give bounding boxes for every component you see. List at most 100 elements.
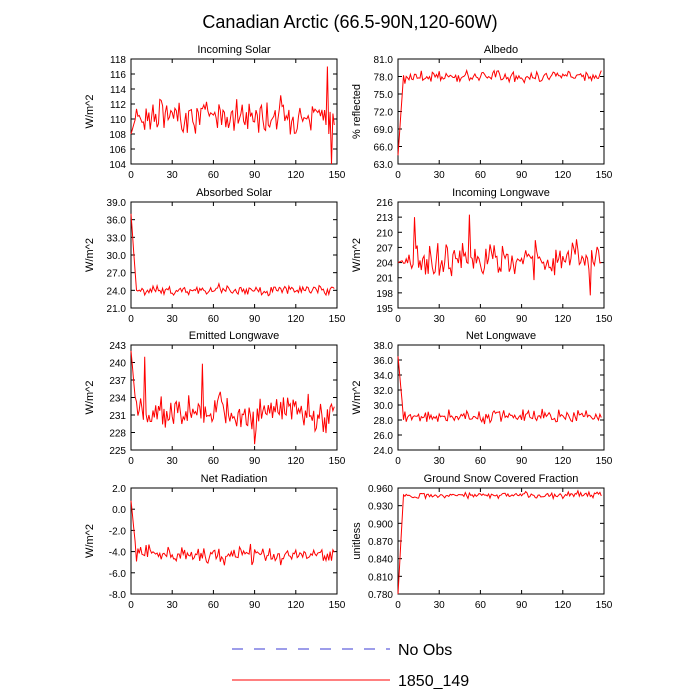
y-tick-label: -6.0 xyxy=(109,569,127,580)
x-tick-label: 30 xyxy=(167,600,179,611)
y-tick-label: -2.0 xyxy=(109,526,127,537)
x-tick-label: 90 xyxy=(249,456,261,467)
plot-frame xyxy=(130,58,338,165)
x-tick-label: 60 xyxy=(208,314,220,325)
y-tick-label: 0.900 xyxy=(368,519,393,530)
y-tick-label: 75.0 xyxy=(374,90,394,101)
x-tick-label: 120 xyxy=(554,600,571,611)
panel-title: Ground Snow Covered Fraction xyxy=(424,473,579,485)
y-tick-label: 34.0 xyxy=(374,371,394,382)
y-tick-label: 0.810 xyxy=(368,572,393,583)
y-tick-label: 213 xyxy=(376,213,393,224)
x-tick-label: 60 xyxy=(208,170,220,181)
y-axis-label: W/m^2 xyxy=(351,238,363,272)
panel-title: Emitted Longwave xyxy=(189,330,280,342)
x-tick-label: 150 xyxy=(329,600,346,611)
y-axis-label: unitless xyxy=(351,522,363,560)
y-tick-label: 106 xyxy=(109,145,126,156)
x-tick-label: 0 xyxy=(395,170,401,181)
x-tick-label: 30 xyxy=(434,456,446,467)
y-tick-label: -4.0 xyxy=(109,548,127,559)
y-tick-label: 32.0 xyxy=(374,386,394,397)
y-tick-label: 27.0 xyxy=(107,269,127,280)
y-tick-label: 69.0 xyxy=(374,125,394,136)
y-tick-label: 243 xyxy=(109,341,126,352)
panel-albedo: Albedo % reflected 63.0 66.0 69.0 72.0 75.0 78.… xyxy=(351,44,613,181)
x-tick-label: 60 xyxy=(475,600,487,611)
y-axis-label: % reflected xyxy=(351,84,363,139)
y-tick-label: 110 xyxy=(110,115,126,126)
x-tick-label: 0 xyxy=(128,314,134,325)
y-tick-label: 116 xyxy=(110,70,126,81)
x-tick-label: 120 xyxy=(287,314,304,325)
x-tick-label: 90 xyxy=(516,170,528,181)
series-line-1850-149 xyxy=(397,489,602,595)
y-tick-label: 0.960 xyxy=(368,484,393,495)
plot-frame xyxy=(397,487,605,595)
x-tick-label: 0 xyxy=(395,314,401,325)
x-tick-label: 60 xyxy=(475,456,487,467)
y-axis-label: W/m^2 xyxy=(84,524,96,558)
y-tick-label: 36.0 xyxy=(374,356,394,367)
plot-frame xyxy=(130,487,338,595)
plot-frame xyxy=(397,201,605,309)
legend: No Obs 1850_149 xyxy=(232,642,469,690)
x-tick-label: 120 xyxy=(554,170,571,181)
y-tick-label: 225 xyxy=(109,446,126,457)
panels: Incoming Solar W/m^2 104 106 108 110 112 114 116… xyxy=(84,44,613,611)
panel-title: Net Longwave xyxy=(466,330,536,342)
x-tick-label: 0 xyxy=(395,600,401,611)
y-tick-label: 201 xyxy=(376,274,393,285)
y-tick-label: 0.840 xyxy=(368,555,393,566)
x-tick-label: 0 xyxy=(395,456,401,467)
y-axis-label: W/m^2 xyxy=(84,238,96,272)
legend-no-obs-label: No Obs xyxy=(398,642,452,659)
y-tick-label: 38.0 xyxy=(374,341,394,352)
x-tick-label: 150 xyxy=(329,456,346,467)
x-tick-label: 60 xyxy=(475,314,487,325)
x-tick-label: 120 xyxy=(287,600,304,611)
y-tick-label: 2.0 xyxy=(112,484,126,495)
x-tick-label: 90 xyxy=(516,456,528,467)
y-tick-label: 114 xyxy=(110,85,126,96)
series-line-1850-149 xyxy=(130,350,335,445)
y-tick-label: 237 xyxy=(109,376,126,387)
x-tick-label: 0 xyxy=(128,456,134,467)
legend-1850-label: 1850_149 xyxy=(398,673,469,690)
y-tick-label: 63.0 xyxy=(374,160,394,171)
y-tick-label: 24.0 xyxy=(374,446,394,457)
series-line-1850-149 xyxy=(130,213,335,297)
x-tick-label: 150 xyxy=(596,170,613,181)
series-line-1850-149 xyxy=(397,214,602,296)
x-tick-label: 0 xyxy=(128,170,134,181)
series-line-1850-149 xyxy=(130,66,335,165)
panel-net-longwave: Net Longwave W/m^2 24.0 26.0 28.0 30.0 32.0 34.… xyxy=(351,330,613,467)
x-tick-label: 60 xyxy=(475,170,487,181)
y-tick-label: 28.0 xyxy=(374,416,394,427)
x-tick-label: 150 xyxy=(329,170,346,181)
x-tick-label: 90 xyxy=(249,600,261,611)
y-axis-label: W/m^2 xyxy=(351,381,363,415)
x-tick-label: 90 xyxy=(249,170,261,181)
x-tick-label: 30 xyxy=(434,314,446,325)
plot-frame xyxy=(397,58,605,165)
y-tick-label: 66.0 xyxy=(374,143,394,154)
x-tick-label: 30 xyxy=(434,170,446,181)
x-tick-label: 60 xyxy=(208,456,220,467)
y-tick-label: 240 xyxy=(109,359,126,370)
y-tick-label: 26.0 xyxy=(374,431,394,442)
y-tick-label: 210 xyxy=(376,228,393,239)
y-tick-label: -8.0 xyxy=(109,590,127,601)
panel-net-radiation: Net Radiation W/m^2 -8.0 -6.0 -4.0 -2.0 0.0 2.0… xyxy=(84,473,346,611)
y-tick-label: 198 xyxy=(376,289,393,300)
x-tick-label: 150 xyxy=(596,456,613,467)
x-tick-label: 30 xyxy=(167,456,179,467)
panel-emitted-longwave: Emitted Longwave W/m^2 225 228 231 234 237 240 2… xyxy=(84,330,346,467)
y-tick-label: 24.0 xyxy=(107,286,127,297)
x-tick-label: 60 xyxy=(208,600,220,611)
x-tick-label: 0 xyxy=(128,600,134,611)
y-tick-label: 78.0 xyxy=(374,73,394,84)
y-tick-label: 207 xyxy=(376,243,393,254)
panel-incoming-longwave: Incoming Longwave W/m^2 195 198 201 204 207 210… xyxy=(351,187,613,325)
y-tick-label: 0.870 xyxy=(368,537,393,548)
